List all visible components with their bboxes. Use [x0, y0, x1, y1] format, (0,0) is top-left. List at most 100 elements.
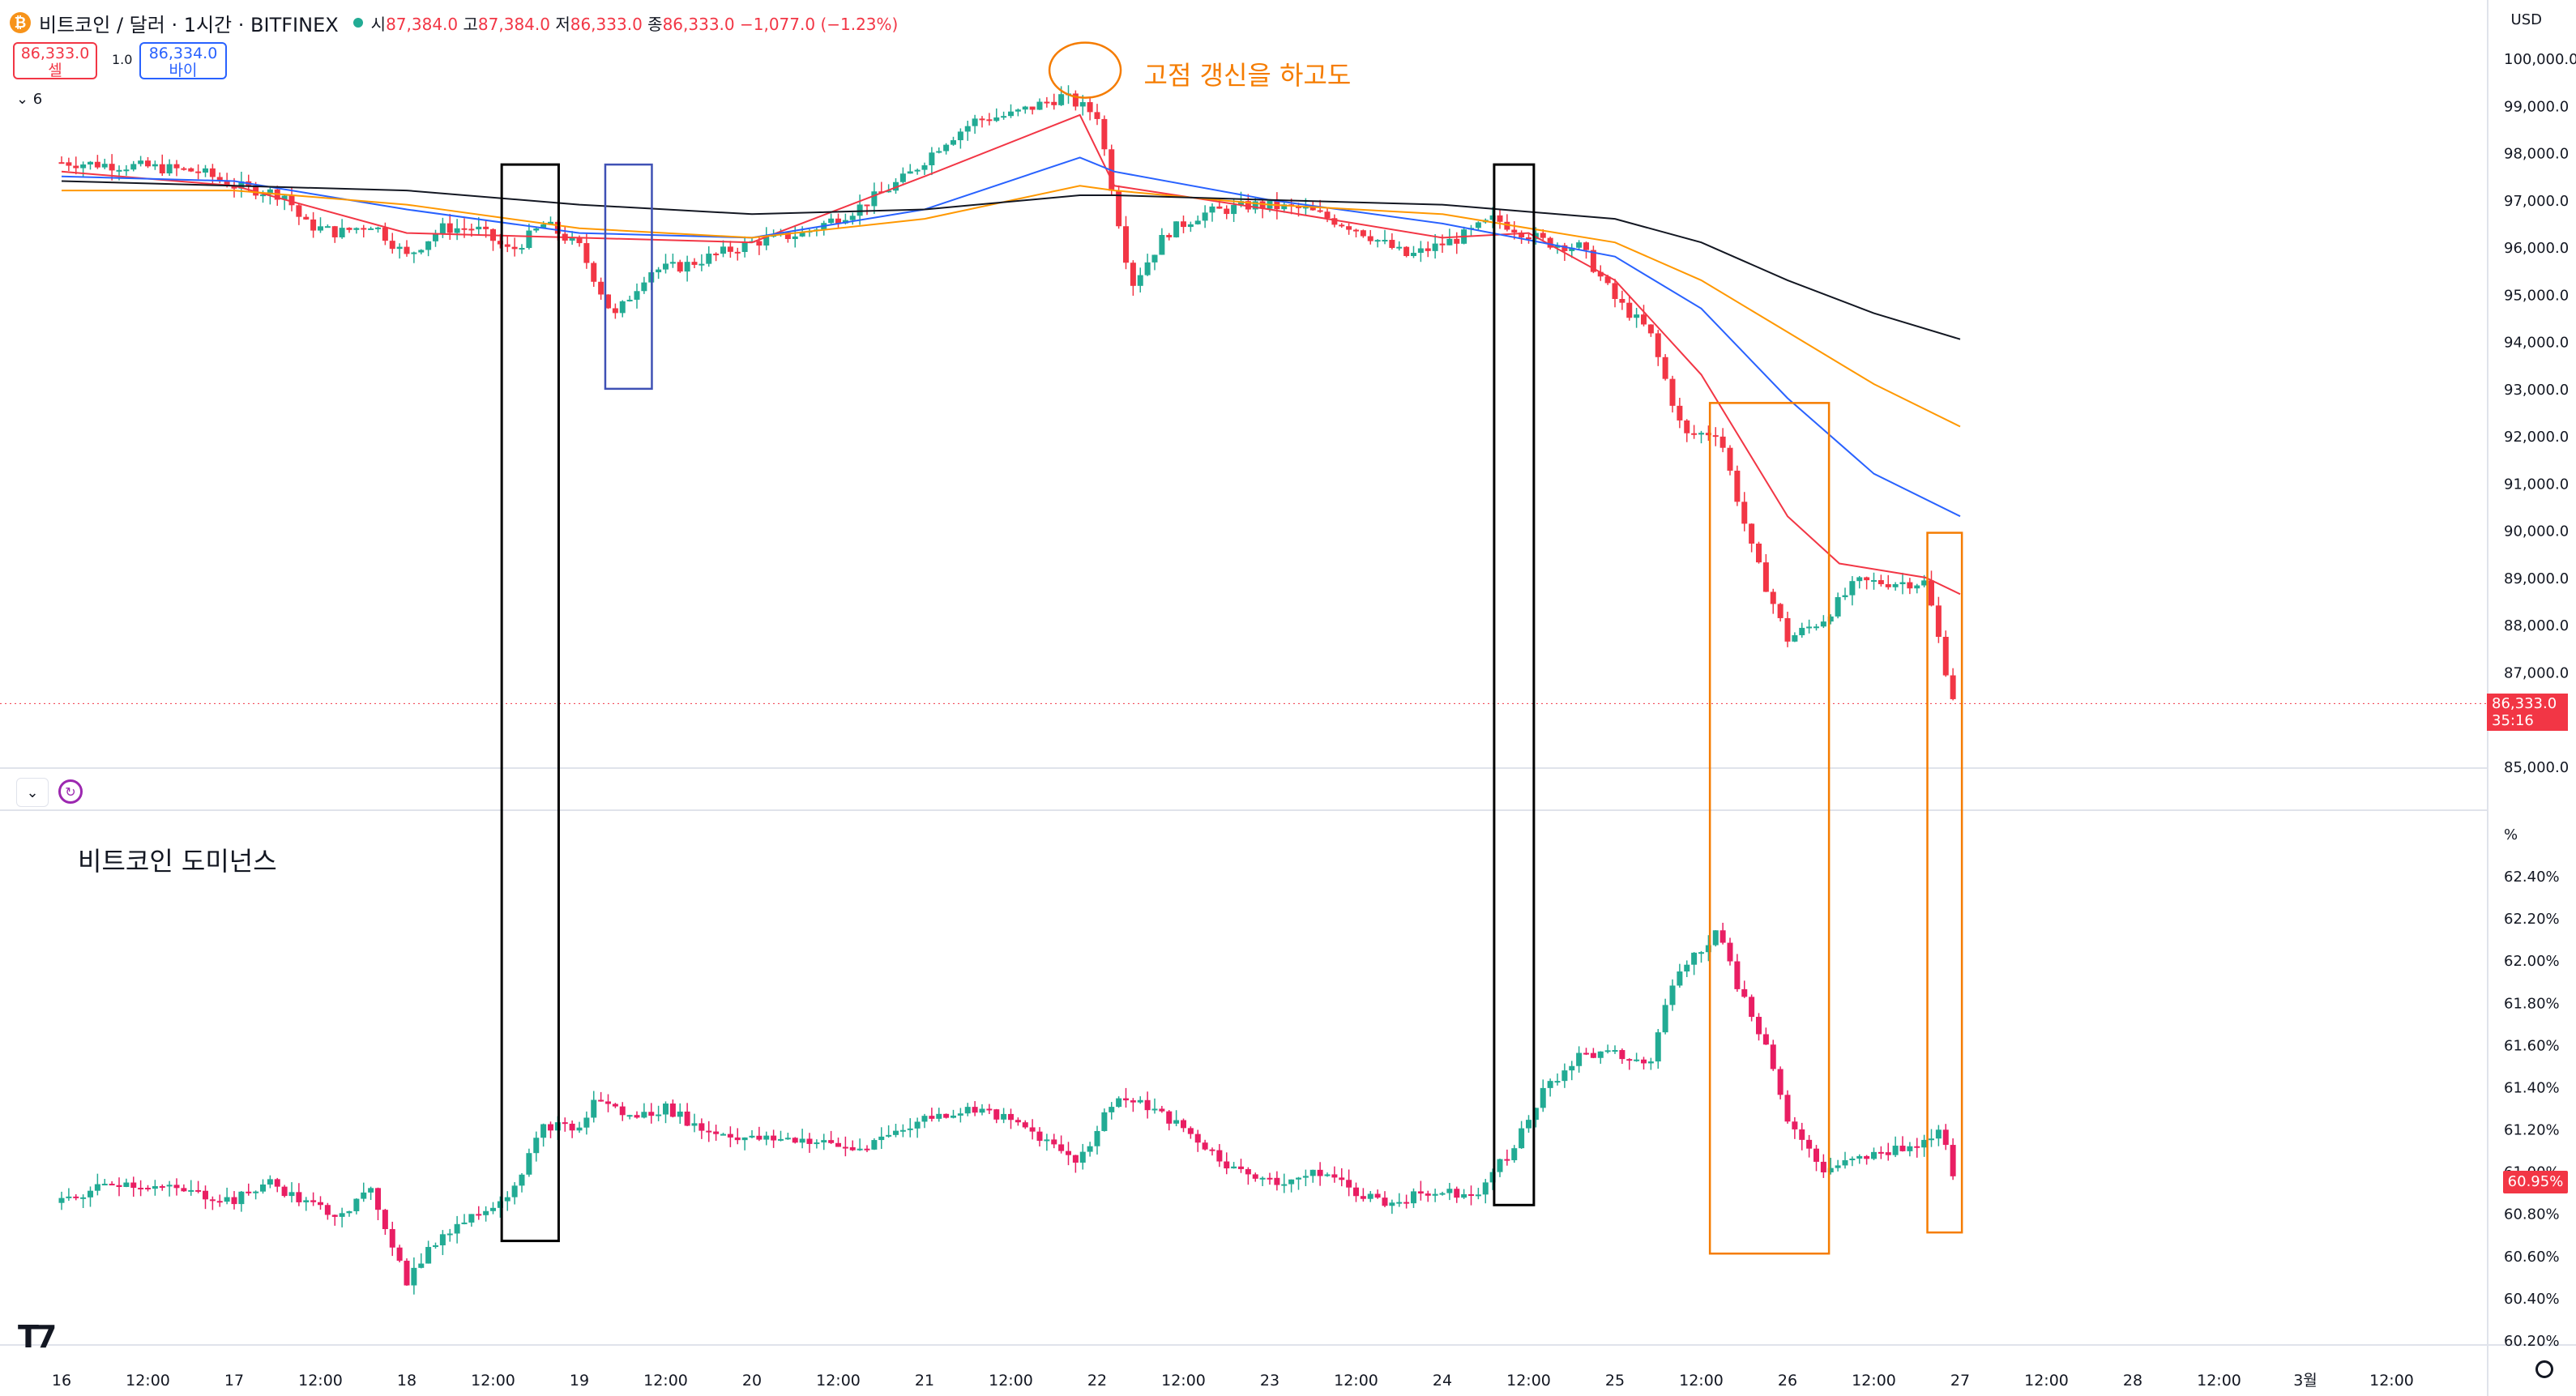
price-candle	[418, 250, 425, 253]
price-candle	[224, 180, 230, 186]
dominance-candle	[914, 1121, 921, 1129]
price-candle	[375, 227, 381, 229]
dominance-candle	[267, 1179, 273, 1185]
dominance-candle	[1403, 1202, 1410, 1204]
dominance-candle	[1540, 1087, 1546, 1108]
price-candle	[849, 216, 856, 220]
symbol-title[interactable]: 비트코인 / 달러 · 1시간 · BITFINEX	[39, 13, 339, 36]
dominance-candle	[231, 1197, 237, 1205]
dominance-candle	[288, 1192, 295, 1197]
dominance-candle	[1238, 1166, 1244, 1169]
price-candle	[1511, 229, 1518, 233]
price-candle	[1209, 206, 1215, 213]
dominance-candle	[166, 1185, 173, 1187]
buy-button[interactable]: 86,334.0 바이	[139, 42, 227, 79]
price-axis-tick: 99,000.0	[2504, 98, 2569, 115]
price-candle	[80, 164, 87, 169]
dominance-candle	[1899, 1146, 1906, 1151]
price-candle	[684, 262, 690, 272]
price-candle	[1835, 597, 1841, 617]
dominance-candle	[1367, 1193, 1373, 1199]
dominance-candle	[576, 1127, 583, 1131]
dominance-candle	[1302, 1176, 1309, 1178]
price-candle	[663, 263, 669, 270]
price-candle	[66, 162, 72, 166]
price-candle	[1353, 229, 1359, 232]
price-candle	[784, 232, 791, 240]
time-axis-tick: 12:00	[298, 1372, 343, 1390]
price-candle	[281, 195, 288, 200]
chevron-down-icon[interactable]: ⌄	[16, 778, 49, 807]
dominance-candle	[734, 1137, 741, 1141]
price-axis-tick: 94,000.0	[2504, 335, 2569, 352]
price-candle	[454, 228, 460, 233]
dominance-candle	[591, 1099, 597, 1118]
time-axis-tick: 12:00	[471, 1372, 515, 1390]
price-candle	[1662, 356, 1668, 379]
dominance-candle	[145, 1188, 151, 1190]
dominance-axis-tick: 62.00%	[2504, 953, 2560, 970]
dominance-candle	[439, 1234, 446, 1246]
price-candle	[1058, 94, 1065, 105]
dominance-candle	[1116, 1098, 1122, 1108]
dominance-candle	[1130, 1100, 1136, 1103]
price-candle	[799, 232, 805, 237]
dominance-candle	[562, 1122, 568, 1125]
price-candle	[1899, 582, 1906, 585]
price-candle	[1216, 206, 1223, 209]
price-candle	[864, 204, 870, 207]
dominance-candle	[490, 1207, 496, 1211]
dominance-candle	[778, 1138, 784, 1141]
dominance-candle	[598, 1099, 604, 1102]
price-candle	[1727, 447, 1733, 471]
time-axis-tick: 17	[224, 1372, 244, 1390]
price-candle	[1669, 378, 1676, 406]
dominance-candle	[1417, 1191, 1424, 1194]
price-candle	[116, 169, 122, 172]
price-candle	[972, 118, 978, 126]
dominance-candle	[1374, 1193, 1381, 1198]
price-candles	[58, 85, 1956, 701]
sell-button[interactable]: 86,333.0 셀	[13, 42, 97, 79]
price-candle	[1252, 201, 1258, 210]
price-axis-tick: 96,000.0	[2504, 240, 2569, 257]
dominance-candle	[741, 1137, 748, 1141]
sync-icon[interactable]: ↻	[58, 779, 83, 804]
price-candle	[1762, 562, 1769, 592]
dominance-candle	[1827, 1168, 1834, 1172]
price-candle	[310, 219, 317, 231]
gear-icon[interactable]	[2535, 1360, 2553, 1378]
price-candle	[1777, 604, 1784, 618]
price-candle	[1784, 617, 1791, 642]
dominance-candle	[706, 1130, 712, 1133]
price-candle	[1792, 635, 1798, 642]
dominance-candle	[130, 1182, 137, 1189]
dominance-candle	[1655, 1032, 1661, 1062]
dominance-candle	[1173, 1120, 1180, 1124]
price-axis-tick: 92,000.0	[2504, 429, 2569, 446]
price-candle	[1022, 106, 1028, 110]
price-candle	[1411, 253, 1416, 257]
dominance-candle	[1036, 1131, 1043, 1142]
dominance-candle	[1296, 1177, 1301, 1180]
dominance-candle	[339, 1213, 345, 1217]
dominance-candle	[1482, 1182, 1489, 1195]
price-axis-tick: 98,000.0	[2504, 146, 2569, 163]
time-axis-tick: 12:00	[1161, 1372, 1206, 1390]
price-candle	[893, 181, 899, 191]
dominance-candle	[310, 1200, 317, 1202]
dominance-candle	[1756, 1017, 1762, 1035]
price-candle	[1569, 247, 1575, 251]
dominance-candle	[540, 1124, 547, 1138]
dominance-candle	[1202, 1142, 1208, 1150]
dominance-axis-tick: 62.20%	[2504, 911, 2560, 928]
price-candle	[1856, 577, 1863, 582]
price-candle	[741, 241, 748, 253]
indicator-toggle[interactable]: ⌄ 6	[16, 91, 43, 108]
price-candle	[1144, 262, 1151, 275]
price-candle	[1015, 109, 1021, 112]
tradingview-logo-icon[interactable]: T7	[18, 1319, 57, 1355]
price-candle	[713, 254, 720, 256]
currency-label[interactable]: USD	[2510, 11, 2542, 28]
dominance-candle	[626, 1115, 633, 1117]
